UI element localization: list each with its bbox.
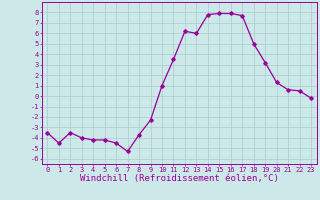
X-axis label: Windchill (Refroidissement éolien,°C): Windchill (Refroidissement éolien,°C) [80,174,279,183]
